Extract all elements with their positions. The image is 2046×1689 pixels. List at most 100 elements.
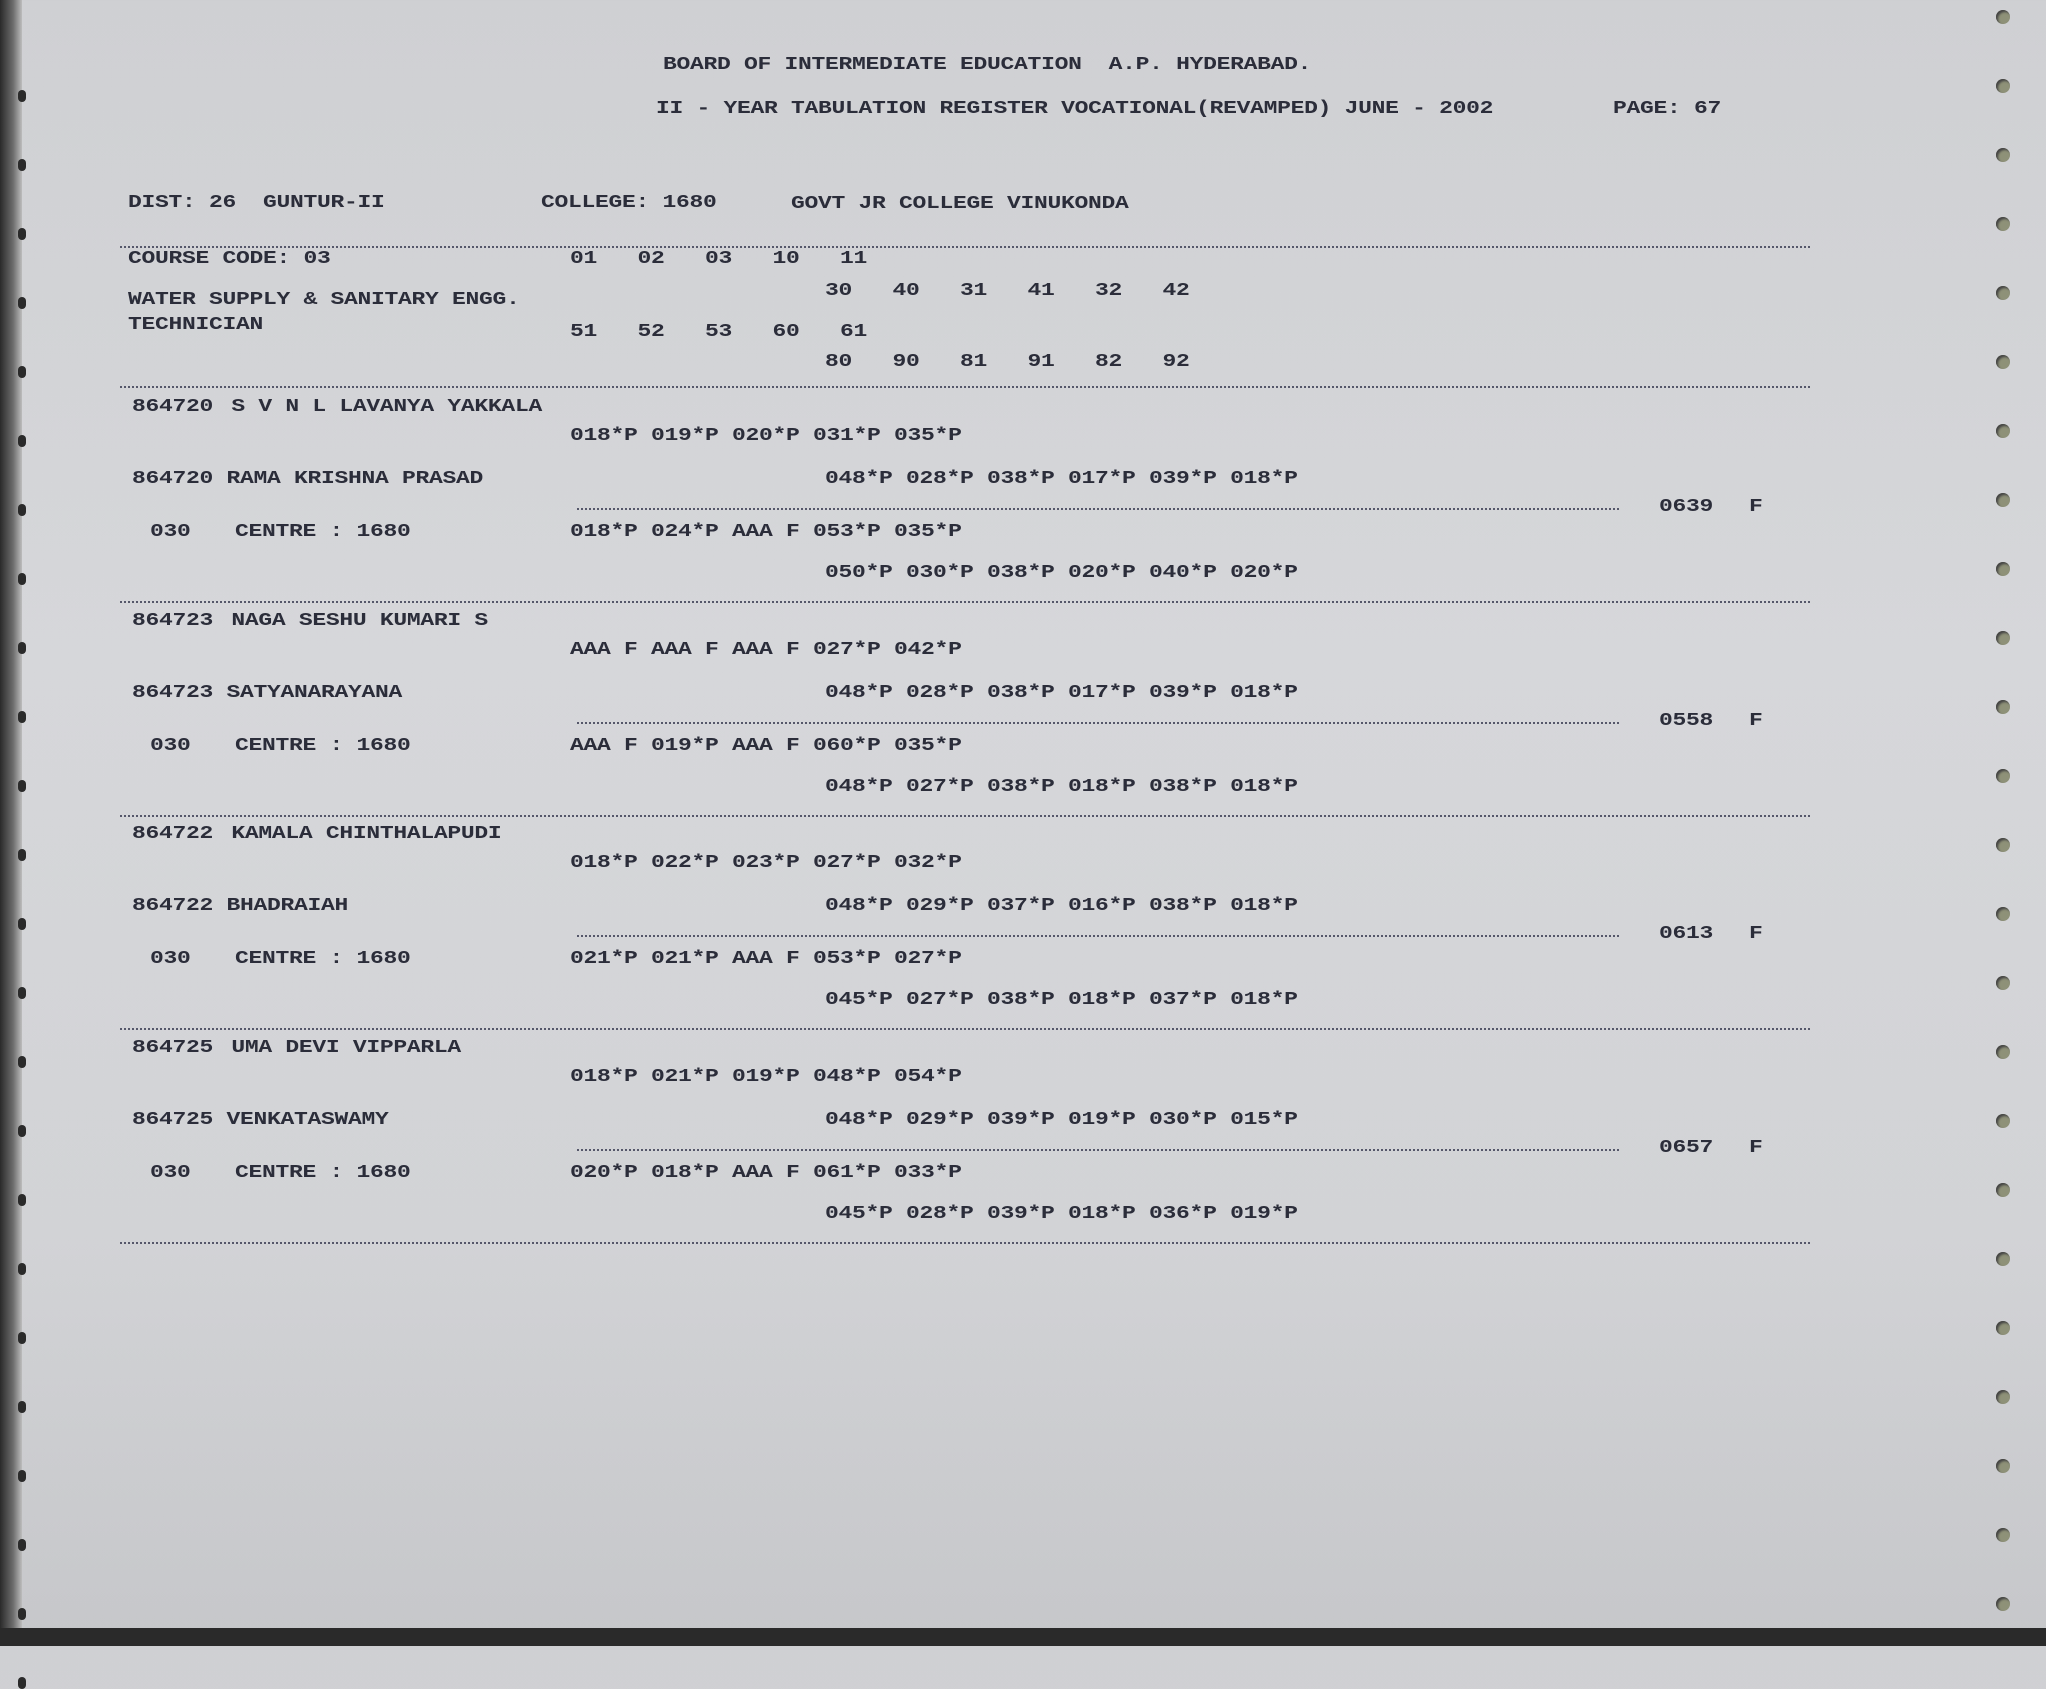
binding-edge <box>0 0 22 1646</box>
sprocket-hole <box>1996 424 2010 438</box>
sprocket-hole <box>1996 1459 2010 1473</box>
centre: CENTRE : 1680 <box>235 947 411 969</box>
sprocket-hole <box>1996 631 2010 645</box>
centre: CENTRE : 1680 <box>235 520 411 542</box>
marks-row-3: 018*P 024*P AAA F 053*P 035*P <box>570 520 962 542</box>
tabulation-register-page: BOARD OF INTERMEDIATE EDUCATION A.P. HYD… <box>22 0 2012 1628</box>
board-title: BOARD OF INTERMEDIATE EDUCATION A.P. HYD… <box>663 53 1312 75</box>
binding-hole <box>18 1056 26 1068</box>
subject-codes-row-4: 80 90 81 91 82 92 <box>825 350 1190 372</box>
sprocket-hole <box>1996 562 2010 576</box>
binding-hole <box>18 1401 26 1413</box>
result: F <box>1749 495 1763 517</box>
sprocket-hole <box>1996 1252 2010 1266</box>
total-marks: 0558 <box>1659 709 1714 730</box>
total-marks: 0613 <box>1659 922 1714 944</box>
binding-hole <box>18 90 26 102</box>
subtotal-divider <box>577 508 1619 510</box>
sprocket-hole <box>1996 1321 2010 1335</box>
sprocket-hole <box>1996 907 2010 921</box>
binding-hole <box>18 780 26 792</box>
student-roll: 864722 <box>132 822 214 844</box>
marks-row-4: 045*P 027*P 038*P 018*P 037*P 018*P <box>825 988 1298 1010</box>
divider <box>120 814 1810 817</box>
subtotal-divider <box>577 1148 1619 1151</box>
centre-code: 030 <box>150 947 191 969</box>
total-marks: 0639 <box>1659 495 1714 517</box>
sprocket-hole <box>1996 769 2010 783</box>
binding-hole <box>18 1677 26 1689</box>
father-name: 864723 SATYANARAYANA <box>132 681 403 702</box>
sprocket-hole <box>1996 1114 2010 1128</box>
subject-codes-row-2: 30 40 31 41 32 42 <box>825 279 1190 301</box>
sprocket-hole <box>1996 976 2010 990</box>
father-name: 864725 VENKATASWAMY <box>132 1108 389 1129</box>
marks-row-4: 048*P 027*P 038*P 018*P 038*P 018*P <box>825 775 1298 796</box>
marks-row-3: AAA F 019*P AAA F 060*P 035*P <box>570 734 962 755</box>
sprocket-hole <box>1996 838 2010 852</box>
result: F <box>1749 1136 1763 1157</box>
marks-row-1: 018*P 019*P 020*P 031*P 035*P <box>570 424 962 446</box>
binding-hole <box>18 366 26 378</box>
binding-hole <box>18 642 26 654</box>
subtotal-divider <box>577 721 1619 724</box>
centre-code: 030 <box>150 734 191 755</box>
subtotal-divider <box>577 935 1619 937</box>
divider <box>120 386 1810 388</box>
binding-hole <box>18 987 26 999</box>
sprocket-hole <box>1996 700 2010 714</box>
subject-codes-row-1: 01 02 03 10 11 <box>570 247 868 269</box>
sprocket-hole <box>1996 217 2010 231</box>
binding-hole <box>18 711 26 723</box>
student-roll: 864720 <box>132 395 214 417</box>
page-number: PAGE: 67 <box>1613 97 1722 119</box>
subject-codes-row-3: 51 52 53 60 61 <box>570 320 868 342</box>
course-code: COURSE CODE: 03 <box>128 247 331 269</box>
marks-row-4: 045*P 028*P 039*P 018*P 036*P 019*P <box>825 1202 1298 1223</box>
marks-row-2: 048*P 028*P 038*P 017*P 039*P 018*P <box>825 681 1298 702</box>
marks-row-3: 021*P 021*P AAA F 053*P 027*P <box>570 947 962 969</box>
divider <box>120 601 1810 603</box>
student-name: NAGA SESHU KUMARI S <box>231 609 488 630</box>
binding-hole <box>18 297 26 309</box>
college-code: COLLEGE: 1680 <box>541 191 717 213</box>
marks-row-4: 050*P 030*P 038*P 020*P 040*P 020*P <box>825 561 1298 583</box>
father-name: 864720 RAMA KRISHNA PRASAD <box>132 467 484 489</box>
binding-hole <box>18 228 26 240</box>
marks-row-1: AAA F AAA F AAA F 027*P 042*P <box>570 638 962 659</box>
marks-row-2: 048*P 029*P 039*P 019*P 030*P 015*P <box>825 1108 1298 1129</box>
binding-hole <box>18 1263 26 1275</box>
student-name: S V N L LAVANYA YAKKALA <box>231 395 542 417</box>
result: F <box>1749 709 1763 730</box>
student-roll: 864723 <box>132 609 214 630</box>
sprocket-hole <box>1996 355 2010 369</box>
centre-code: 030 <box>150 1161 191 1182</box>
marks-row-1: 018*P 022*P 023*P 027*P 032*P <box>570 851 962 873</box>
marks-row-1: 018*P 021*P 019*P 048*P 054*P <box>570 1065 962 1086</box>
college-name: GOVT JR COLLEGE VINUKONDA <box>791 192 1129 214</box>
sprocket-hole <box>1996 1045 2010 1059</box>
student-name: UMA DEVI VIPPARLA <box>231 1036 461 1057</box>
student-roll: 864725 <box>132 1036 214 1057</box>
sprocket-hole <box>1996 79 2010 93</box>
binding-hole <box>18 1608 26 1620</box>
bottom-edge <box>0 1628 2046 1646</box>
centre: CENTRE : 1680 <box>235 1161 411 1182</box>
sprocket-hole <box>1996 1597 2010 1611</box>
divider <box>120 1028 1810 1030</box>
sprocket-hole <box>1996 493 2010 507</box>
binding-hole <box>18 1194 26 1206</box>
binding-hole <box>18 435 26 447</box>
binding-hole <box>18 1332 26 1344</box>
binding-hole <box>18 1125 26 1137</box>
binding-hole <box>18 159 26 171</box>
student-name: KAMALA CHINTHALAPUDI <box>231 822 502 844</box>
centre-code: 030 <box>150 520 191 542</box>
result: F <box>1749 922 1763 944</box>
sprocket-hole <box>1996 148 2010 162</box>
binding-hole <box>18 1470 26 1482</box>
register-title: II - YEAR TABULATION REGISTER VOCATIONAL… <box>656 97 1494 119</box>
binding-hole <box>18 1539 26 1551</box>
marks-row-2: 048*P 028*P 038*P 017*P 039*P 018*P <box>825 467 1298 489</box>
marks-row-2: 048*P 029*P 037*P 016*P 038*P 018*P <box>825 894 1298 916</box>
